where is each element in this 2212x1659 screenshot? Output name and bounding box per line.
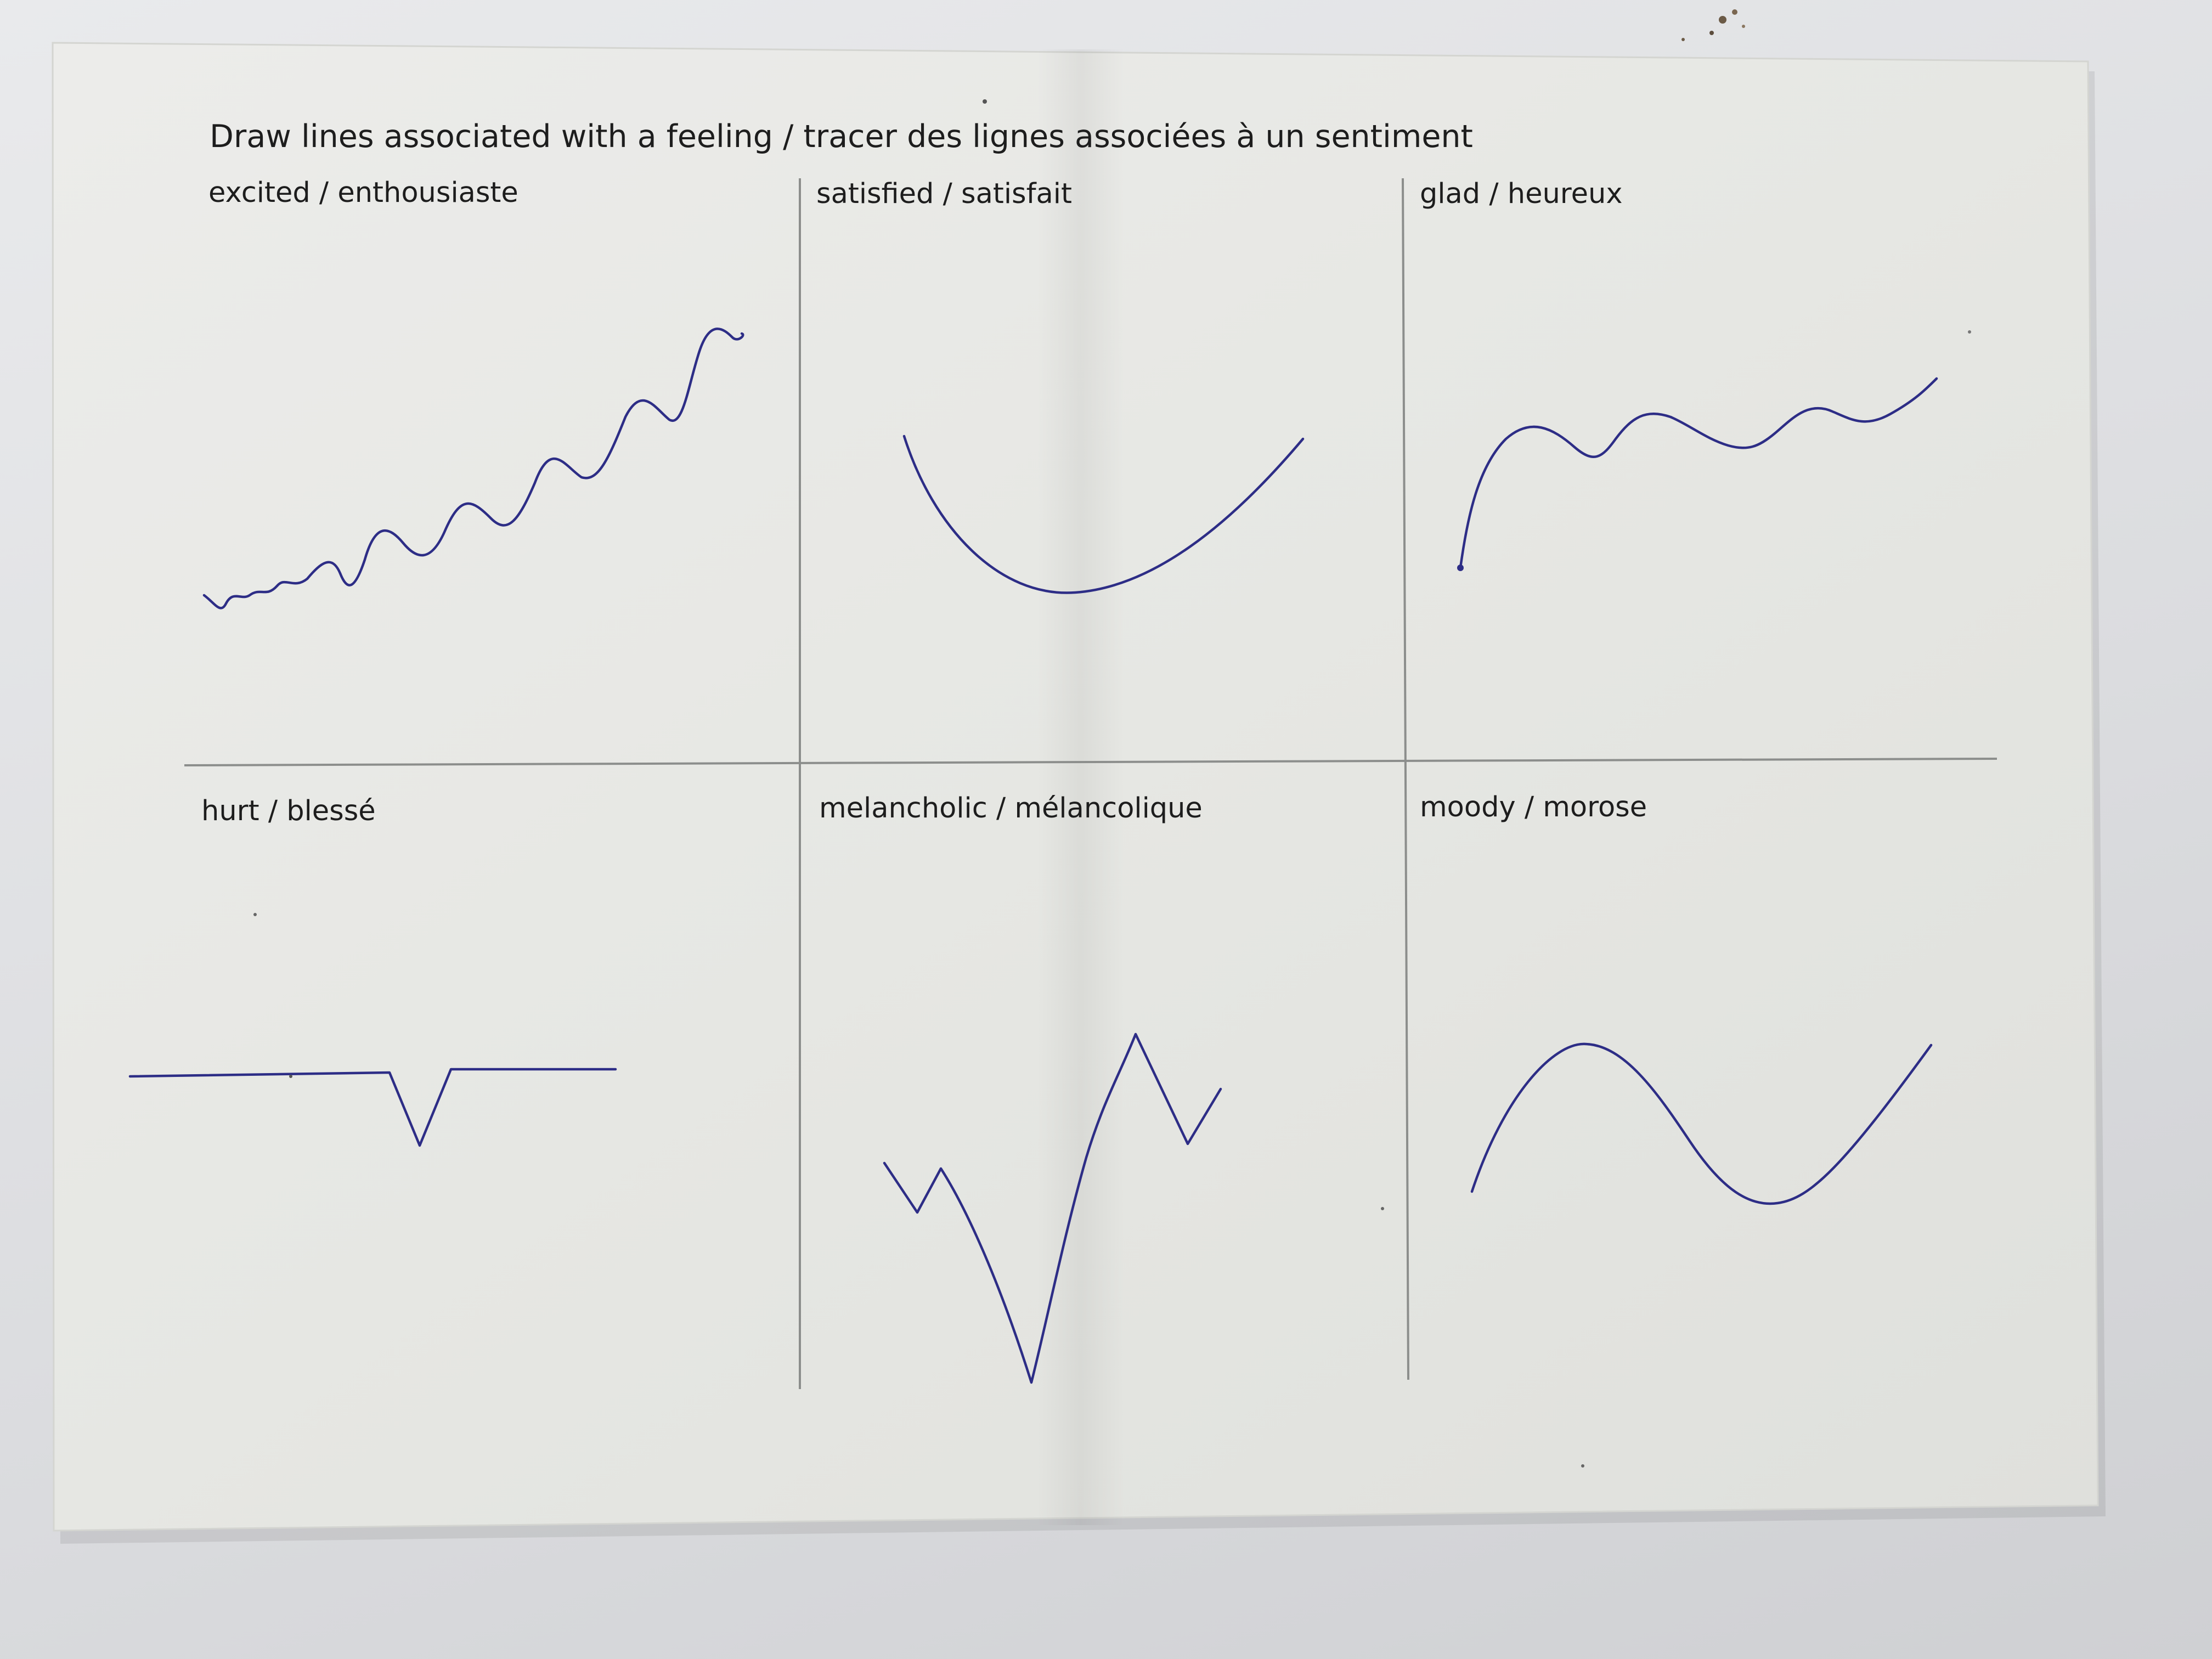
- paper-speck: [1968, 330, 1971, 334]
- paper-speck: [289, 1075, 292, 1078]
- paper-speck: [253, 913, 257, 916]
- cell-label-hurt: hurt / blessé: [201, 795, 376, 827]
- drawing-glad-dot: [1457, 565, 1464, 571]
- drawing-excited: [202, 328, 744, 610]
- drawing-melancholic: [883, 1032, 1222, 1384]
- paper-fold: [1037, 49, 1125, 1525]
- paper-speck: [1581, 1464, 1584, 1468]
- drawing-hurt: [128, 1068, 617, 1147]
- grid-line-horizontal: [184, 758, 1997, 766]
- drawing-moody: [1470, 1042, 1933, 1205]
- cell-label-melancholic: melancholic / mélancolique: [819, 792, 1203, 825]
- paper-speck: [983, 99, 987, 104]
- paper-speck: [1381, 1207, 1384, 1210]
- table-debris: [1681, 9, 1745, 41]
- grid-line-vertical-right: [1402, 178, 1409, 1380]
- cell-label-moody: moody / morose: [1420, 791, 1647, 823]
- cell-label-satisfied: satisfied / satisfait: [816, 178, 1072, 210]
- cell-label-excited: excited / enthousiaste: [208, 177, 518, 209]
- sheet-title: Draw lines associated with a feeling / t…: [210, 119, 1473, 155]
- drawing-glad: [1459, 377, 1938, 569]
- cell-label-glad: glad / heureux: [1420, 178, 1623, 210]
- drawing-satisfied: [902, 435, 1305, 594]
